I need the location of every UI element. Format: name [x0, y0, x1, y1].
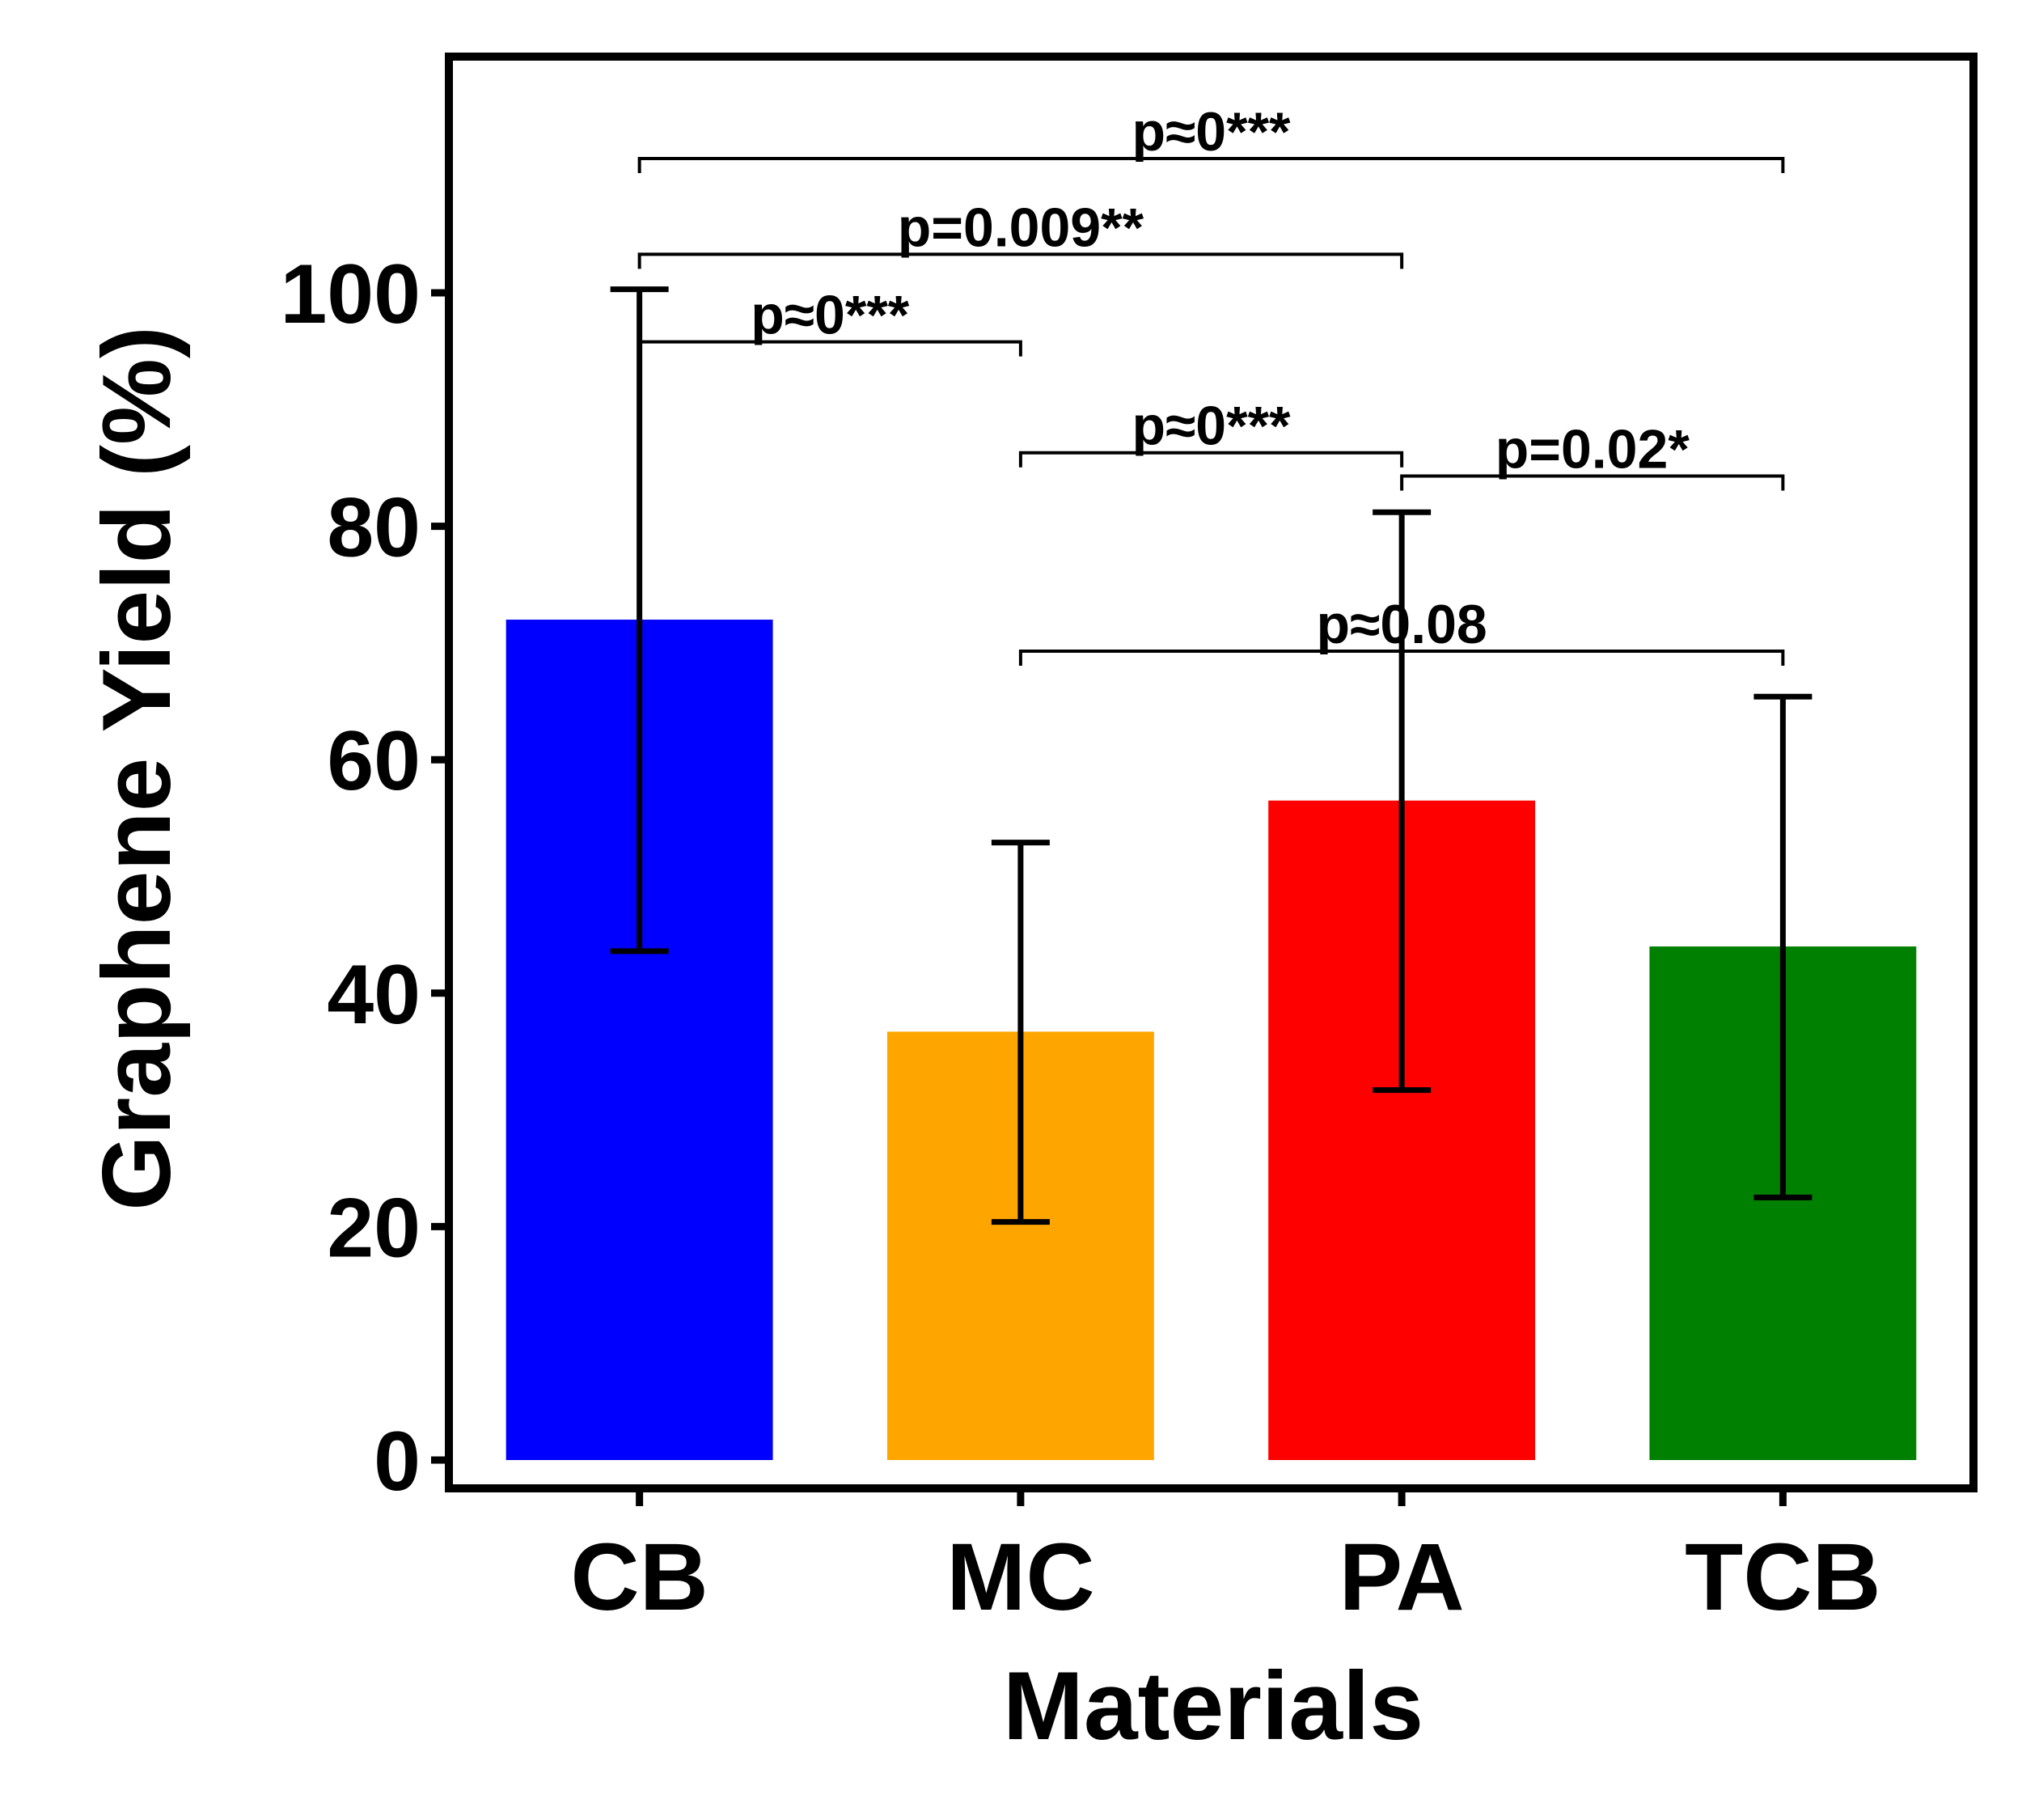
p-value-label: p≈0.08 — [1317, 594, 1487, 655]
error-bar-pa — [1373, 509, 1432, 1094]
y-tick-label: 40 — [327, 948, 421, 1042]
significance-bracket-6 — [1018, 650, 1785, 667]
plot-frame — [445, 53, 1978, 1492]
p-value-label: p≈0*** — [751, 285, 910, 346]
error-bar-tcb — [1753, 693, 1813, 1200]
significance-bracket-3 — [637, 157, 1785, 174]
x-tick-label-tcb: TCB — [1685, 1524, 1881, 1631]
significance-bracket-5 — [1400, 474, 1785, 491]
error-bar-cb — [610, 286, 669, 954]
plot-area: p≈0*** p=0.009** p≈0*** p≈0*** p=0.02* p≈0.08… — [280, 53, 1978, 1631]
bracket-line — [637, 252, 1404, 269]
y-tick-label: 100 — [280, 248, 421, 341]
error-bar-mc — [991, 840, 1050, 1225]
x-axis-label: Materials — [1003, 1652, 1423, 1760]
p-value-label: p=0.02* — [1495, 419, 1690, 480]
significance-bracket-4 — [1018, 451, 1404, 468]
x-tick-label-pa: PA — [1339, 1524, 1465, 1631]
bracket-line — [637, 157, 1785, 174]
significance-bracket-1 — [637, 340, 1022, 357]
bracket-line — [637, 340, 1022, 357]
y-tick-label: 20 — [327, 1181, 421, 1275]
y-tick-label: 80 — [327, 481, 421, 575]
p-value-label: p≈0*** — [1132, 396, 1291, 457]
x-tick-label-mc: MC — [946, 1524, 1095, 1631]
y-axis-label: Graphene Yield (%) — [82, 326, 191, 1211]
bracket-line — [1018, 650, 1785, 667]
significance-bracket-2 — [637, 252, 1404, 269]
y-tick-label: 0 — [374, 1415, 421, 1509]
p-value-label: p=0.009** — [898, 197, 1144, 258]
x-tick-label-cb: CB — [570, 1524, 708, 1631]
bracket-line — [1400, 474, 1785, 491]
bracket-line — [1018, 451, 1404, 468]
p-value-label: p≈0*** — [1132, 101, 1291, 163]
y-tick-label: 60 — [327, 714, 421, 808]
